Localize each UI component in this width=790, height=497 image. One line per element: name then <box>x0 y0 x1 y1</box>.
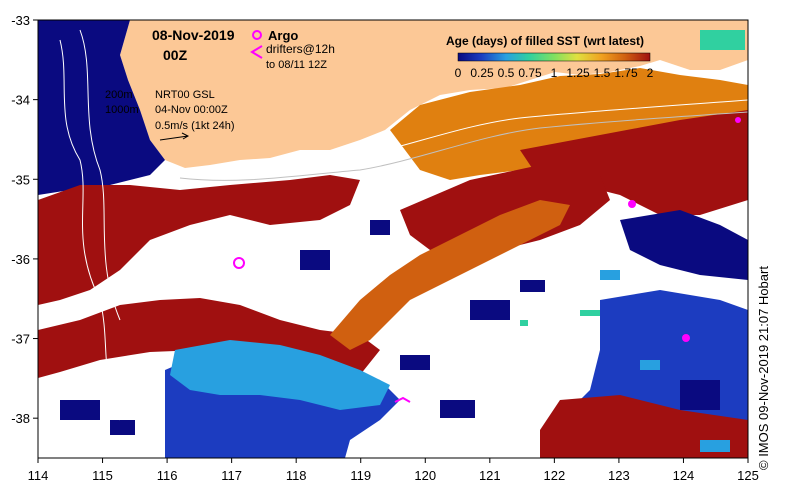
contour-200-label: 200m <box>105 89 133 101</box>
lat-tick-label: -35 <box>11 172 30 187</box>
lon-tick-label: 117 <box>221 468 242 483</box>
lat-tick-label: -33 <box>11 13 30 28</box>
red-band-central <box>400 165 610 258</box>
scattered-specks <box>60 220 720 435</box>
product-label: NRT00 GSL <box>155 89 215 101</box>
red-band-west <box>38 175 360 305</box>
southeast-red <box>540 395 748 458</box>
arrow-scale-label: 0.5m/s (1kt 24h) <box>155 120 234 132</box>
colorbar-ticks: 0 0.25 0.5 0.75 1 1.25 1.5 1.75 2 <box>455 66 654 80</box>
colorbar-tick-label: 0.25 <box>470 66 494 80</box>
colorbar-tick-label: 1.5 <box>594 66 611 80</box>
lon-tick-label: 125 <box>737 468 759 483</box>
lon-tick-label: 115 <box>92 468 113 483</box>
colorbar-tick-label: 1 <box>551 66 558 80</box>
colorbar-tick-label: 0.75 <box>518 66 542 80</box>
red-band-east <box>520 110 748 215</box>
argo-float-marker <box>735 117 741 123</box>
colorbar-tick-label: 0 <box>455 66 462 80</box>
colorbar-tick-label: 1.25 <box>566 66 590 80</box>
argo-float-marker <box>682 334 690 342</box>
longitude-axis: 114 115 116 117 118 119 120 121 122 123 124 125 <box>28 458 759 483</box>
bathymetry-contours <box>59 29 748 421</box>
latitude-axis: -33 -34 -35 -36 -37 -38 <box>11 13 38 426</box>
lon-tick-label: 120 <box>414 468 436 483</box>
colorbar-tick-label: 1.75 <box>614 66 638 80</box>
green-specks <box>520 30 745 326</box>
drifter-track <box>394 396 411 403</box>
east-blue-patches <box>620 210 748 280</box>
lon-tick-label: 122 <box>544 468 566 483</box>
map-area <box>38 20 748 458</box>
credit-text: © IMOS 09-Nov-2019 21:07 Hobart <box>756 266 771 470</box>
lon-tick-label: 123 <box>608 468 630 483</box>
drifter-legend-sub: to 08/11 12Z <box>266 59 327 71</box>
lat-tick-label: -36 <box>11 252 30 267</box>
lon-tick-label: 121 <box>479 468 501 483</box>
light-blue-specks <box>600 270 730 452</box>
map-frame <box>37 19 749 459</box>
lat-tick-label: -38 <box>11 411 30 426</box>
argo-legend-icon <box>252 30 262 40</box>
lon-tick-label: 119 <box>350 468 371 483</box>
argo-float-marker <box>628 200 636 208</box>
drifter-legend-icon <box>250 45 263 59</box>
drifter-legend-label: drifters@12h <box>266 42 335 56</box>
colorbar <box>457 52 651 62</box>
lat-tick-label: -37 <box>11 332 30 347</box>
argo-legend-label: Argo <box>268 28 298 43</box>
deep-ocean-west <box>38 20 165 195</box>
lon-tick-label: 116 <box>157 468 178 483</box>
argo-markers <box>233 117 741 342</box>
orange-filament <box>330 200 570 350</box>
lat-tick-label: -34 <box>11 93 30 108</box>
map-hour: 00Z <box>163 47 188 63</box>
lon-tick-label: 118 <box>286 468 307 483</box>
product-date: 04-Nov 00:00Z <box>155 104 228 116</box>
lon-tick-label: 124 <box>673 468 695 483</box>
colorbar-tick-label: 2 <box>647 66 654 80</box>
contour-1000-label: 1000m <box>105 104 139 116</box>
map-date: 08-Nov-2019 <box>152 27 235 43</box>
lon-tick-label: 114 <box>28 468 49 483</box>
argo-float-marker <box>233 257 245 269</box>
colorbar-tick-label: 0.5 <box>498 66 515 80</box>
orange-band-north <box>390 68 748 180</box>
scale-arrow-icon <box>159 132 190 141</box>
colorbar-title: Age (days) of filled SST (wrt latest) <box>446 34 644 48</box>
light-blue-patch <box>170 340 390 410</box>
